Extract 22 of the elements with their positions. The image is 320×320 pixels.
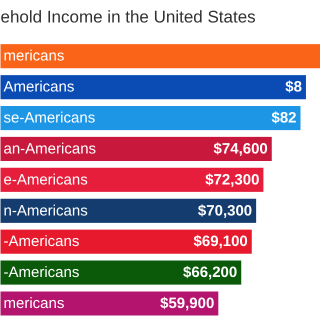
bar xyxy=(0,198,256,223)
data-label: $66,200 xyxy=(183,264,238,282)
y-tick-label: mericans xyxy=(4,295,64,312)
y-tick-label: mericans xyxy=(4,48,64,65)
y-tick-label: -Americans xyxy=(4,264,80,282)
data-label: $59,900 xyxy=(160,295,214,312)
data-label: $74,600 xyxy=(214,140,268,158)
bar xyxy=(0,106,300,130)
data-label: $72,300 xyxy=(205,171,260,188)
bar xyxy=(0,75,306,100)
y-tick-label: Americans xyxy=(4,78,74,96)
y-tick-label: -Americans xyxy=(4,233,80,250)
y-tick-label: an-Americans xyxy=(4,140,96,158)
data-label: $69,100 xyxy=(194,233,248,250)
y-tick-label: se-Americans xyxy=(4,110,96,127)
annotation: $82 xyxy=(271,110,297,127)
annotation: $8 xyxy=(285,78,302,96)
bar xyxy=(0,44,320,68)
y-tick-label: n-Americans xyxy=(4,202,88,220)
y-tick-label: e-Americans xyxy=(4,171,88,188)
data-label: $70,300 xyxy=(198,202,252,220)
chart-title: ehold Income in the United States xyxy=(0,8,256,26)
